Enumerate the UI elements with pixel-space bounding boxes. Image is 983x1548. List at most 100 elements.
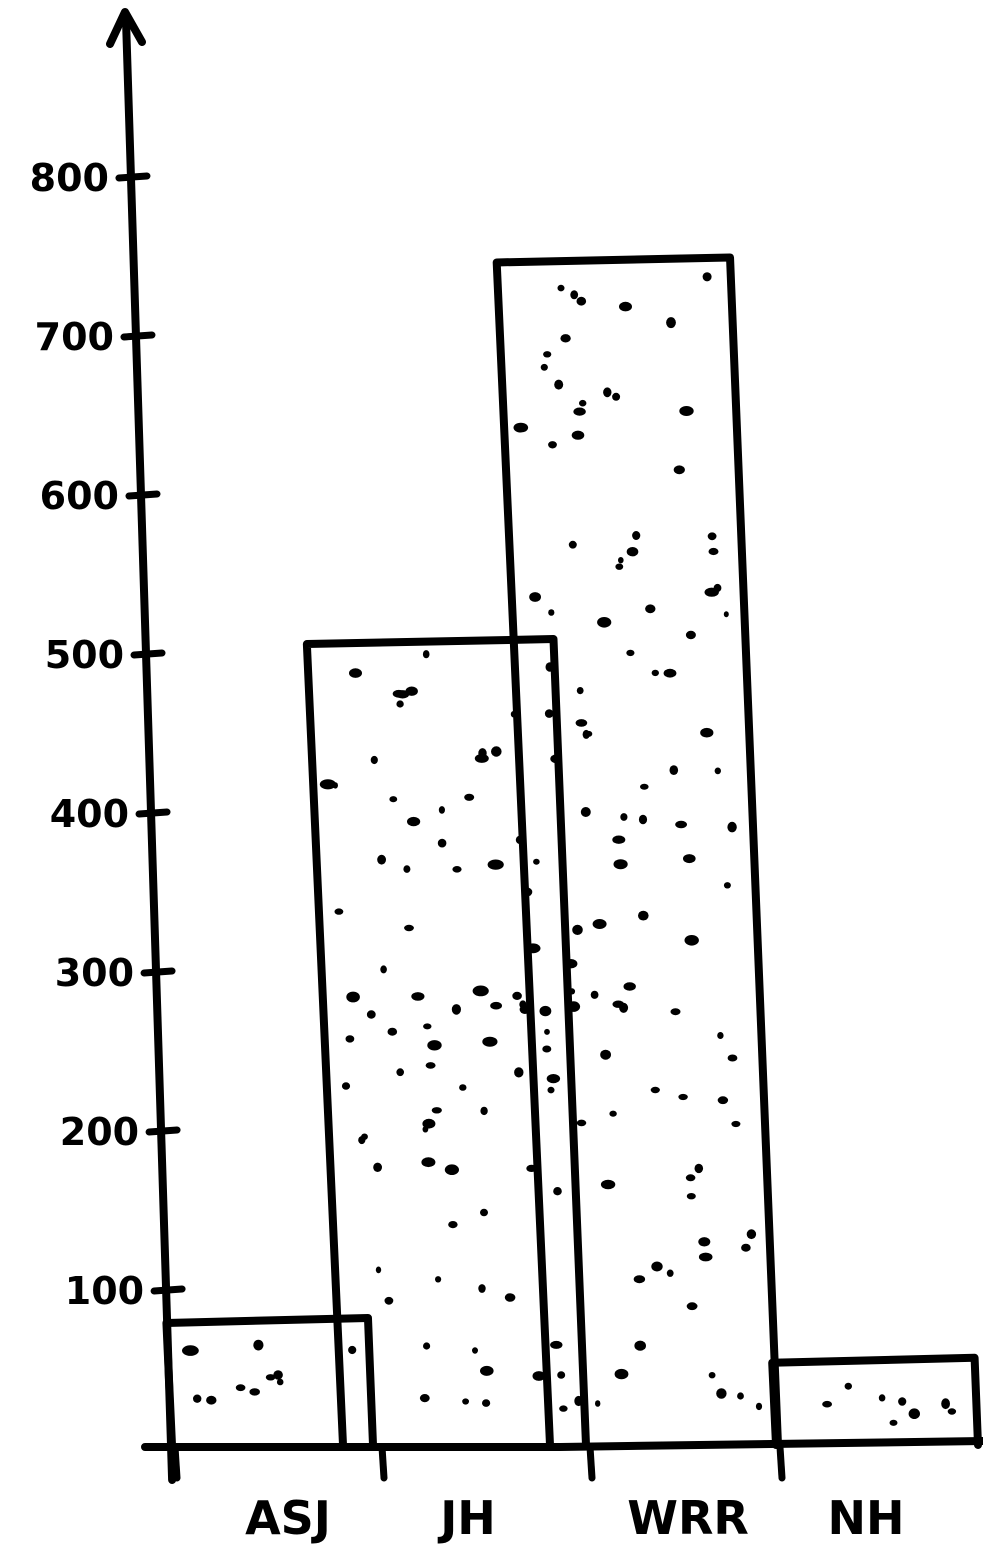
- y-tick-label: 300: [55, 951, 134, 995]
- stipple-dot: [632, 531, 641, 540]
- stipple-dot: [557, 1371, 566, 1379]
- stipple-dot: [422, 1126, 429, 1133]
- stipple-dot: [723, 882, 731, 889]
- stipple-dot: [533, 858, 540, 865]
- stipple-dot: [421, 1157, 436, 1168]
- stipple-dot: [550, 754, 562, 764]
- stipple-dot: [480, 1106, 488, 1116]
- stipple-dot: [698, 1237, 711, 1247]
- stipple-dot: [346, 991, 360, 1003]
- stipple-dot: [193, 1394, 202, 1403]
- stipple-dot: [714, 767, 721, 775]
- stipple-dot: [206, 1395, 217, 1405]
- stipple-dot: [889, 1419, 898, 1426]
- y-tick-label: 400: [50, 792, 129, 836]
- stipple-dot: [334, 908, 344, 915]
- y-tick-label: 700: [35, 315, 114, 359]
- stipple-dot: [582, 729, 590, 739]
- stipple-dot: [620, 813, 628, 821]
- stipple-dot: [615, 563, 624, 570]
- stipple-dot: [600, 1049, 611, 1060]
- stipple-dot: [679, 406, 694, 416]
- stipple-dot: [459, 1084, 467, 1091]
- stipple-dot: [626, 547, 639, 557]
- stipple-dot: [571, 430, 585, 440]
- stipple-dot: [411, 992, 425, 1001]
- stipple-dot: [707, 532, 717, 541]
- bar-jh: [302, 635, 590, 1449]
- stipple-dot: [572, 924, 583, 936]
- stipple-dot: [716, 1388, 727, 1399]
- stipple-dot: [554, 379, 564, 390]
- stipple-dot: [478, 1284, 486, 1293]
- stipple-dot: [618, 557, 624, 564]
- axes-group: [106, 8, 983, 1484]
- stipple-dot: [377, 854, 386, 865]
- stipple-dot: [567, 1001, 581, 1012]
- stipple-dot: [419, 1394, 430, 1403]
- x-labels-group: ASJ JH WRR NH: [245, 1491, 904, 1545]
- stipple-dot: [435, 1276, 442, 1283]
- stipple-dot: [504, 1293, 516, 1302]
- stipple-dot: [878, 1394, 886, 1402]
- stipple-dot: [614, 1368, 629, 1380]
- stipple-dot: [464, 793, 475, 801]
- stipple-dot: [423, 1023, 432, 1030]
- y-axis: [122, 16, 177, 1484]
- stipple-dot: [717, 1032, 724, 1039]
- stipple-dot: [451, 1004, 461, 1015]
- stipple-dot: [557, 284, 565, 292]
- stipple-dot: [908, 1408, 920, 1419]
- stipple-dot: [474, 753, 489, 763]
- stipple-dot: [723, 611, 729, 618]
- x-tick-label: WRR: [627, 1491, 749, 1545]
- stipple-dot: [487, 859, 504, 870]
- stipple-dot: [431, 1107, 442, 1114]
- stipple-dot: [702, 272, 712, 282]
- x-tick-label: NH: [828, 1491, 905, 1545]
- bar-outline: [302, 635, 590, 1449]
- stipple-dot: [600, 1179, 616, 1190]
- stipple-dot: [638, 814, 648, 825]
- stipple-dot: [708, 547, 719, 556]
- bar-nh: [768, 1353, 982, 1449]
- stipple-dot: [717, 1096, 729, 1105]
- stipple-dot: [532, 1371, 546, 1381]
- stipple-dot: [472, 1347, 478, 1354]
- stipple-dot: [427, 1040, 442, 1051]
- stipple-dot: [685, 1174, 696, 1182]
- stipple-dot: [686, 1193, 696, 1200]
- stipple-dot: [387, 1027, 398, 1036]
- stipple-dot: [746, 1229, 757, 1240]
- stipple-dot: [392, 689, 405, 698]
- stipple-dot: [375, 1266, 382, 1274]
- stipple-dot: [570, 290, 579, 300]
- stipple-dot: [542, 1045, 552, 1053]
- stipple-dot: [592, 919, 607, 929]
- x-tick-label: JH: [437, 1491, 496, 1545]
- stipple-dot: [422, 650, 430, 659]
- stipple-dot: [545, 662, 555, 672]
- stipple-dot: [822, 1400, 832, 1408]
- stipple-dot: [543, 351, 552, 358]
- stipple-dot: [396, 700, 404, 708]
- stipple-dot: [595, 1400, 601, 1407]
- y-tick: [145, 1126, 181, 1136]
- stipple-dot: [686, 1302, 698, 1311]
- stipple-dot: [727, 1054, 738, 1062]
- y-axis-arrowhead: [106, 8, 146, 48]
- stipple-dot: [407, 816, 421, 827]
- x-tick-label: ASJ: [245, 1491, 331, 1545]
- stipple-dot: [480, 1208, 488, 1217]
- y-tick: [130, 649, 166, 659]
- stipple-dot: [685, 630, 696, 640]
- stipple-dot: [425, 1062, 436, 1069]
- stipple-dot: [694, 1163, 704, 1174]
- stipple-dot: [651, 1261, 663, 1272]
- stipple-dot: [673, 465, 685, 475]
- stipple-dot: [941, 1398, 950, 1410]
- stipple-dot: [727, 821, 737, 833]
- stipple-dot: [491, 746, 502, 757]
- stipple-dot: [568, 540, 577, 549]
- x-separator-tick: [776, 1443, 786, 1482]
